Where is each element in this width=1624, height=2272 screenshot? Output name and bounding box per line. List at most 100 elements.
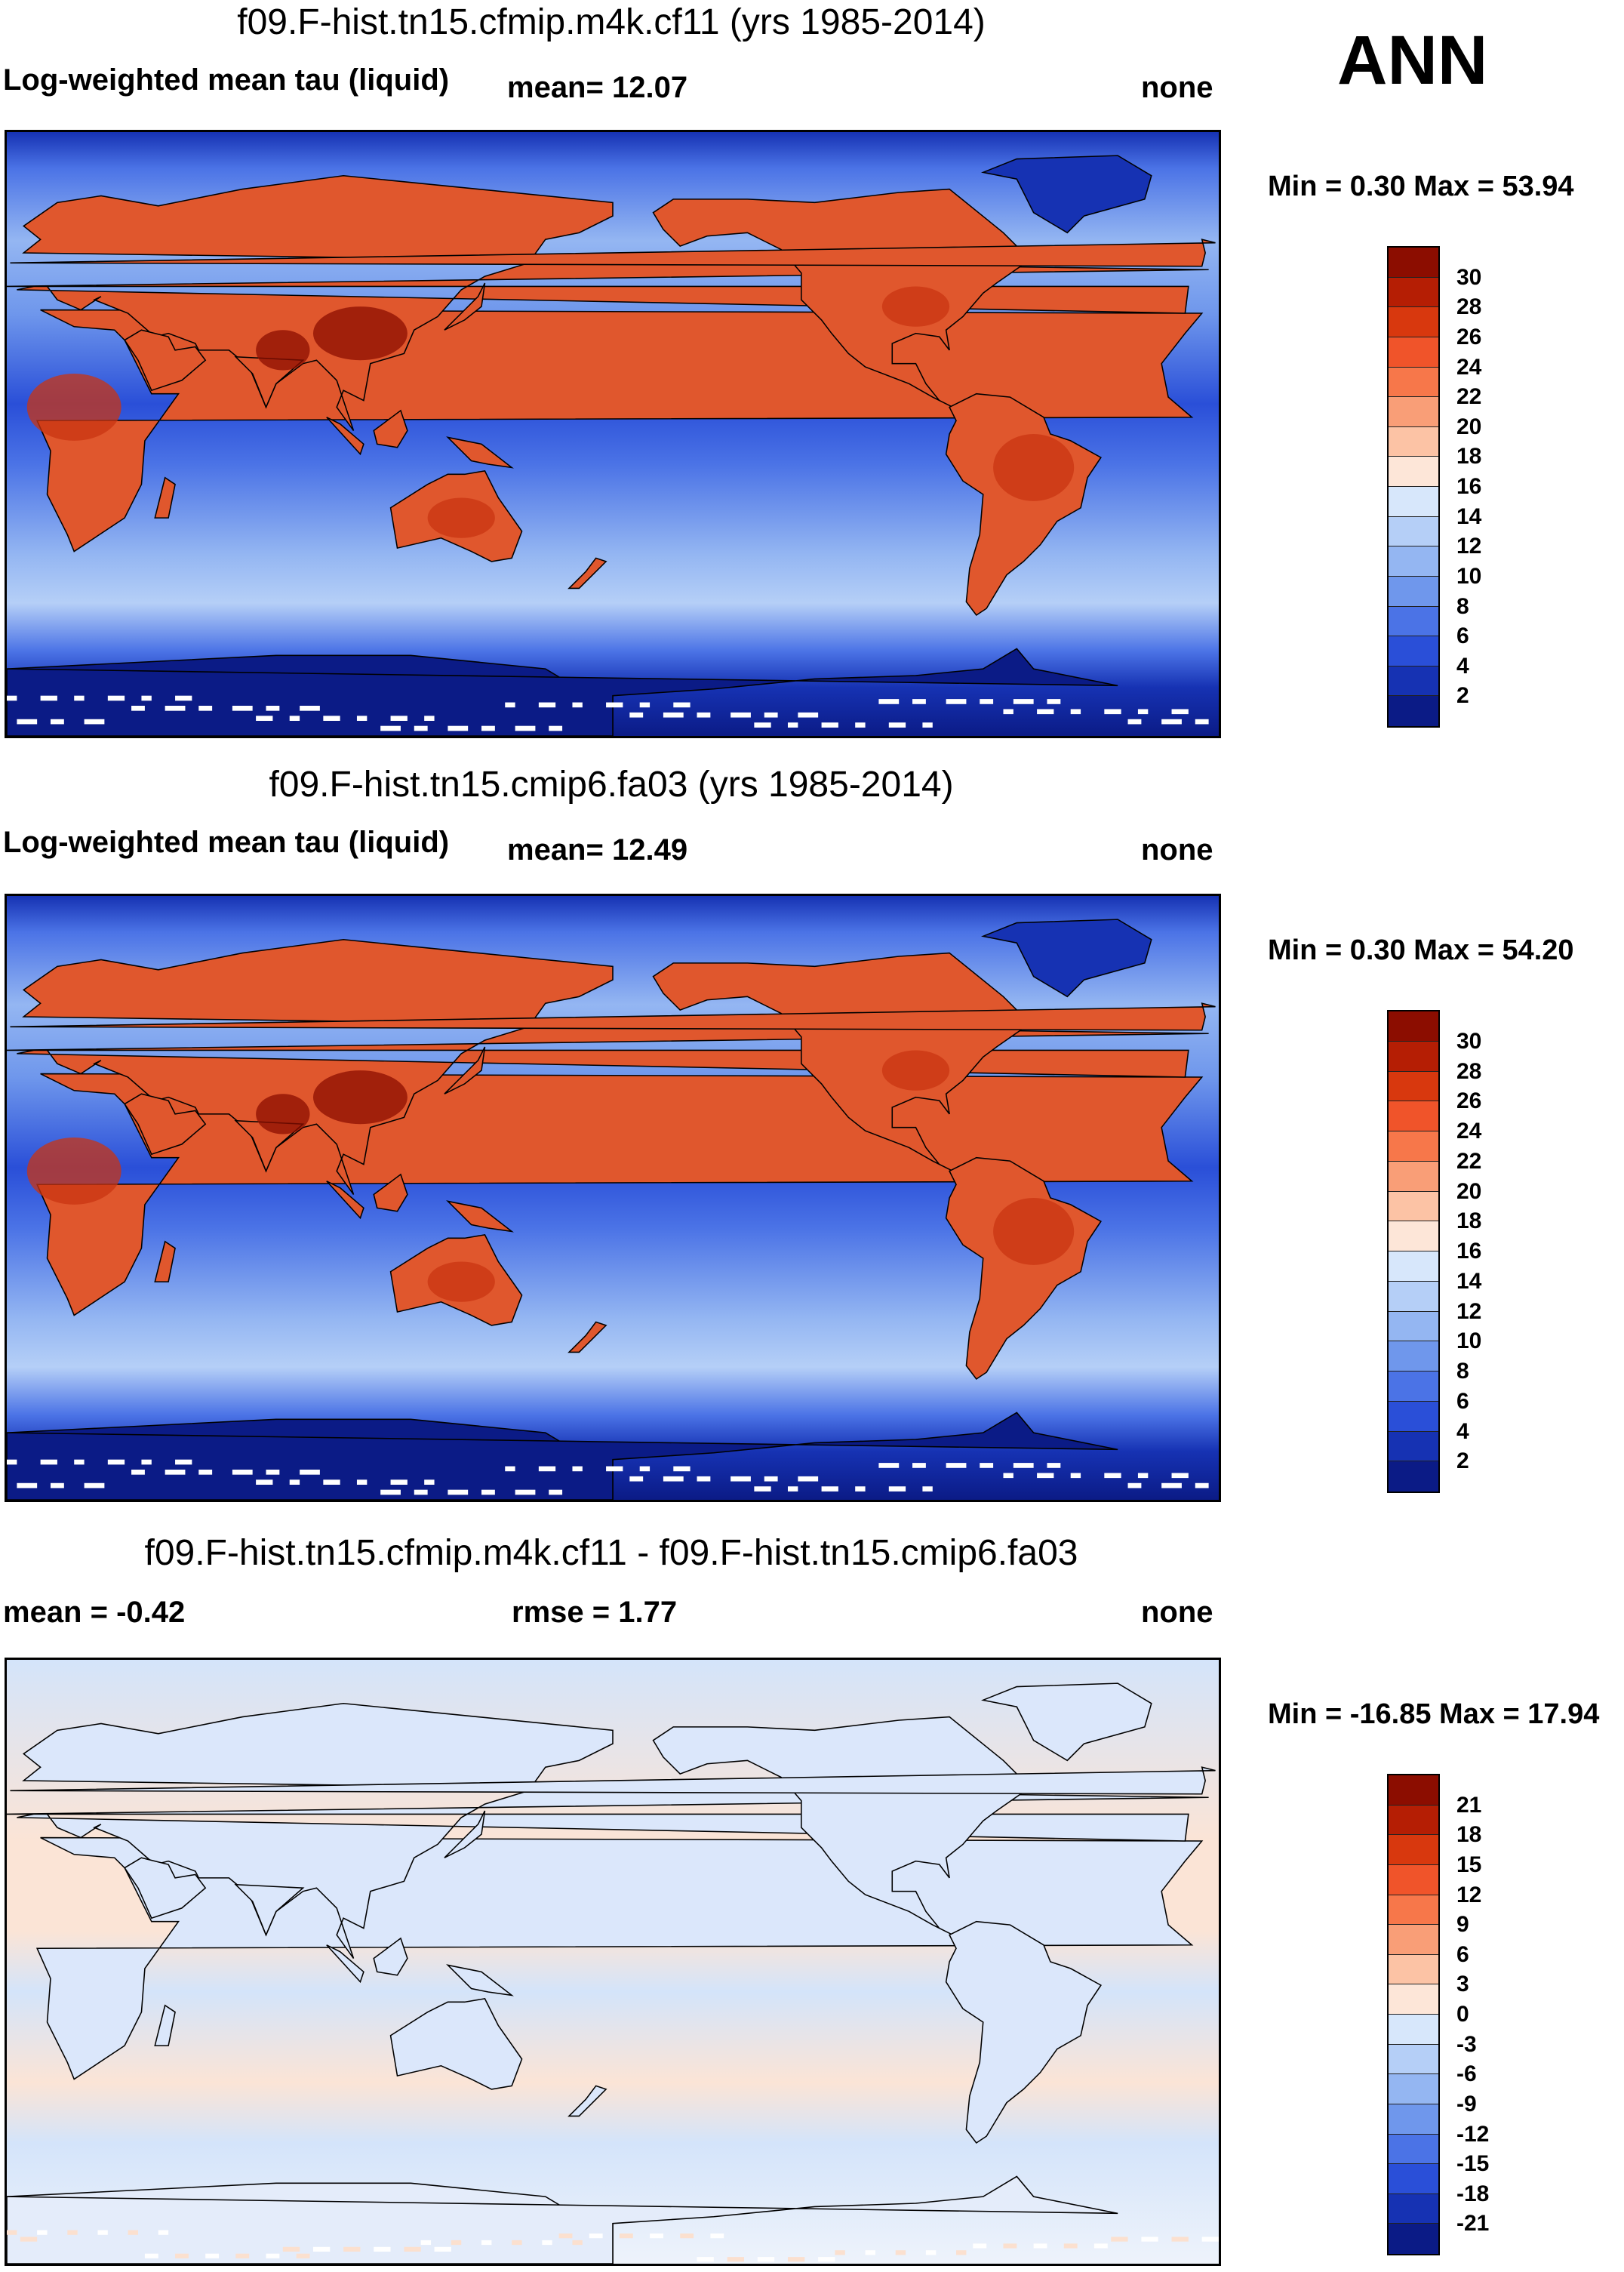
panel-3-map xyxy=(5,1658,1221,2266)
missing-data-cell xyxy=(158,2230,169,2235)
missing-data-cell xyxy=(37,2230,48,2235)
colorbar-swatch xyxy=(1389,606,1438,637)
missing-data-cell xyxy=(1171,709,1189,715)
coastline-antarctica2 xyxy=(7,1412,1118,1500)
missing-data-cell xyxy=(107,1459,125,1465)
coastline-newguinea xyxy=(446,1200,514,1233)
panel-2-minmax: Min = 0.30 Max = 54.20 xyxy=(1268,934,1574,966)
missing-data-cell xyxy=(673,1466,691,1472)
coastline-japan xyxy=(444,1810,486,1858)
high-value-region xyxy=(26,1138,121,1205)
colorbar-tick-label: 6 xyxy=(1456,1388,1469,1414)
colorbar-tick-label: -12 xyxy=(1456,2121,1490,2147)
coastline-indonesia2 xyxy=(373,1173,408,1212)
colorbar-swatch xyxy=(1389,426,1438,457)
missing-data-cell xyxy=(235,2253,250,2258)
missing-data-cell xyxy=(448,725,469,731)
missing-data-cell xyxy=(420,2240,432,2246)
missing-data-cell xyxy=(629,712,644,718)
missing-data-cell xyxy=(74,1459,85,1465)
colorbar-tick-label: 22 xyxy=(1456,1148,1482,1174)
colorbar-tick-label: 30 xyxy=(1456,1028,1482,1054)
missing-data-cell xyxy=(390,1479,408,1485)
colorbar-swatch xyxy=(1389,666,1438,697)
colorbar-swatch xyxy=(1389,696,1438,726)
high-value-region xyxy=(312,1070,408,1125)
colorbar-tick-label: 20 xyxy=(1456,414,1482,439)
missing-data-cell xyxy=(198,1470,213,1475)
coastline-greenland xyxy=(980,155,1152,234)
missing-data-cell xyxy=(956,2250,967,2255)
missing-data-cell xyxy=(20,2237,38,2242)
panel-3-minmax: Min = -16.85 Max = 17.94 xyxy=(1268,1698,1600,1730)
panel-2-variable-label: Log-weighted mean tau (liquid) xyxy=(3,826,450,859)
missing-data-cell xyxy=(404,2246,421,2252)
missing-data-cell xyxy=(1037,709,1054,715)
missing-data-cell xyxy=(821,1486,838,1492)
colorbar-tick-label: 20 xyxy=(1456,1178,1482,1204)
colorbar-swatch xyxy=(1389,1251,1438,1282)
coastline-arabia xyxy=(124,1093,207,1156)
missing-data-cell xyxy=(787,2257,805,2262)
colorbar-tick-label: 26 xyxy=(1456,324,1482,349)
high-value-region xyxy=(427,1261,495,1302)
missing-data-cell xyxy=(818,2257,835,2262)
missing-data-cell xyxy=(922,722,933,728)
missing-data-cell xyxy=(878,699,900,704)
missing-data-cell xyxy=(787,722,798,728)
colorbar-tick-label: 22 xyxy=(1456,384,1482,410)
high-value-region xyxy=(993,1198,1075,1265)
missing-data-cell xyxy=(1047,1463,1061,1468)
coastline-japan xyxy=(444,1046,486,1094)
missing-data-cell xyxy=(434,2246,451,2252)
colorbar-swatch xyxy=(1389,1131,1438,1162)
missing-data-cell xyxy=(1171,1473,1189,1479)
colorbar-swatch xyxy=(1389,1161,1438,1192)
coastline-japan xyxy=(444,282,486,331)
missing-data-cell xyxy=(300,706,320,711)
missing-data-cell xyxy=(754,1486,771,1492)
colorbar-swatch xyxy=(1389,1984,1438,2015)
coastline-greenland xyxy=(980,1682,1152,1762)
colorbar-tick-label: 18 xyxy=(1456,444,1482,469)
coastline-nz xyxy=(567,557,607,590)
missing-data-cell xyxy=(606,1466,623,1472)
colorbar-swatch xyxy=(1389,1341,1438,1372)
missing-data-cell xyxy=(323,716,340,721)
missing-data-cell xyxy=(289,1479,300,1485)
missing-data-cell xyxy=(606,702,623,708)
missing-data-cell xyxy=(549,725,563,731)
missing-data-cell xyxy=(84,719,105,725)
colorbar-tick-label: 4 xyxy=(1456,653,1469,679)
coastline-eurasia xyxy=(7,1702,1209,1960)
colorbar-swatch xyxy=(1389,457,1438,487)
missing-data-cell xyxy=(131,706,145,711)
colorbar-swatch xyxy=(1389,2193,1438,2224)
missing-data-cell xyxy=(50,719,64,725)
colorbar-tick-label: 14 xyxy=(1456,1268,1482,1294)
coastline-greenland xyxy=(980,919,1152,998)
colorbar-swatch xyxy=(1389,2164,1438,2194)
colorbar-swatch xyxy=(1389,1835,1438,1865)
panel-3-colorbar xyxy=(1387,1774,1440,2255)
colorbar-tick-label: 28 xyxy=(1456,1058,1482,1084)
coastline-india xyxy=(234,1883,305,1937)
colorbar-swatch xyxy=(1389,2134,1438,2165)
missing-data-cell xyxy=(730,1476,751,1482)
colorbar-tick-label: 8 xyxy=(1456,593,1469,619)
missing-data-cell xyxy=(980,1463,994,1468)
colorbar-swatch xyxy=(1389,248,1438,278)
colorbar-tick-label: 12 xyxy=(1456,1882,1482,1907)
colorbar-tick-label: -6 xyxy=(1456,2061,1477,2087)
panel-1-colorbar xyxy=(1387,246,1440,728)
high-value-region xyxy=(26,374,121,441)
missing-data-cell xyxy=(572,1466,583,1472)
missing-data-cell xyxy=(1003,1473,1013,1479)
high-value-region xyxy=(881,286,950,327)
missing-data-cell xyxy=(380,1489,401,1495)
colorbar-tick-label: -9 xyxy=(1456,2091,1477,2117)
missing-data-cell xyxy=(946,1463,967,1468)
colorbar-swatch xyxy=(1389,1011,1438,1042)
colorbar-tick-label: 24 xyxy=(1456,354,1482,380)
missing-data-cell xyxy=(542,2240,552,2246)
